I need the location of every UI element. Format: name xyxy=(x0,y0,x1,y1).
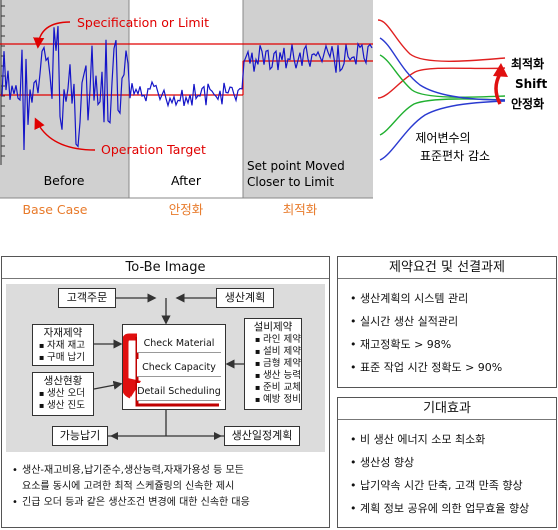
process-control-figure: Specification or Limit Operation Target … xyxy=(0,0,548,217)
equipment-item: 설비 제약 xyxy=(255,346,301,358)
check-capacity: Check Capacity xyxy=(137,359,221,377)
label-before: Before xyxy=(44,173,85,188)
node-customer-order: 고객주문 xyxy=(58,288,116,308)
dist-label-shift: Shift xyxy=(515,77,548,91)
tobe-image-panel: To-Be Image 고객주문 생산계획 자재제약 자재 재고 xyxy=(1,256,330,528)
status-item: 생산 오더 xyxy=(39,388,93,400)
dist-note-1: 제어변수의 xyxy=(415,131,470,145)
node-production-plan: 생산계획 xyxy=(216,288,274,308)
material-item: 자재 재고 xyxy=(39,340,93,352)
tobe-diagram: 고객주문 생산계획 자재제약 자재 재고 구매 납기 생산현황 생산 오더 생산… xyxy=(6,284,325,452)
equipment-item: 생산 능력 xyxy=(255,370,301,382)
equipment-item: 준비 교체 xyxy=(255,382,301,394)
optimal-distribution-curve xyxy=(377,19,506,62)
effect-item: 생산성 향상 xyxy=(348,451,529,474)
requirements-list: 생산계획의 시스템 관리 실시간 생산 실적관리 재고정확도 > 98% 표준 … xyxy=(348,287,502,379)
label-moved-1: Set point Moved xyxy=(247,159,345,173)
node-available-date: 가능납기 xyxy=(52,426,108,446)
material-constraint-title: 자재제약 xyxy=(43,327,83,339)
effect-item: 납기약속 시간 단축, 고객 만족 향상 xyxy=(348,474,529,497)
expected-effects-panel: 기대효과 비 생산 에너지 소모 최소화 생산성 향상 납기약속 시간 단축, … xyxy=(337,397,557,528)
moved-panel xyxy=(243,0,373,198)
shift-arrow-icon xyxy=(493,63,508,77)
production-status-title: 생산현황 xyxy=(43,375,83,387)
base-distribution-curve xyxy=(379,37,506,101)
y-axis-ticks xyxy=(1,5,5,157)
requirement-item: 실시간 생산 실적관리 xyxy=(348,310,502,333)
equipment-item: 라인 제약 xyxy=(255,334,301,346)
annotation-operation-target: Operation Target xyxy=(101,142,206,157)
equipment-constraint-title: 설비제약 xyxy=(253,321,293,333)
process-signal-line xyxy=(1,26,373,151)
detail-scheduling: Detail Scheduling xyxy=(137,383,221,401)
tobe-title: To-Be Image xyxy=(2,257,329,279)
caption-base-case: Base Case xyxy=(22,202,87,217)
box-equipment-constraint: 설비제약 라인 제약 설비 제약 금형 제약 생산 능력 준비 교체 예방 정비 xyxy=(244,318,302,410)
tobe-note: 긴급 오더 등과 같은 생산조건 변경에 대한 신속한 대응 xyxy=(10,495,326,511)
label-moved-2: Closer to Limit xyxy=(247,175,334,189)
requirements-title: 제약요건 및 선결과제 xyxy=(338,257,556,279)
effect-item: 비 생산 에너지 소모 최소화 xyxy=(348,428,529,451)
requirements-panel: 제약요건 및 선결과제 생산계획의 시스템 관리 실시간 생산 실적관리 재고정… xyxy=(337,256,557,388)
dist-label-stable: 안정화 xyxy=(511,96,544,111)
requirement-item: 생산계획의 시스템 관리 xyxy=(348,287,502,310)
effect-item: 계획 정보 공유에 의한 업무효율 향상 xyxy=(348,497,529,520)
box-production-status: 생산현황 생산 오더 생산 진도 xyxy=(32,372,94,416)
stable-distribution-curve xyxy=(379,54,506,98)
label-after: After xyxy=(171,173,202,188)
status-item: 생산 진도 xyxy=(39,400,93,412)
dist-label-optimal: 최적화 xyxy=(511,56,544,71)
node-production-schedule: 생산일정계획 xyxy=(224,426,300,446)
box-material-constraint: 자재제약 자재 재고 구매 납기 xyxy=(32,324,94,366)
check-material: Check Material xyxy=(137,335,221,353)
effects-title: 기대효과 xyxy=(338,398,556,420)
effects-list: 비 생산 에너지 소모 최소화 생산성 향상 납기약속 시간 단축, 고객 만족… xyxy=(348,428,529,520)
scheduling-engine: Check Material Check Capacity Detail Sch… xyxy=(122,324,226,410)
annotation-spec-limit: Specification or Limit xyxy=(77,15,209,30)
requirement-item: 표준 작업 시간 정확도 > 90% xyxy=(348,356,502,379)
caption-stable: 안정화 xyxy=(169,202,204,217)
material-item: 구매 납기 xyxy=(39,352,93,364)
equipment-item: 금형 제약 xyxy=(255,358,301,370)
caption-optimal: 최적화 xyxy=(283,202,318,217)
tobe-connectors xyxy=(93,293,244,440)
equipment-item: 예방 정비 xyxy=(255,394,301,406)
requirement-item: 재고정확도 > 98% xyxy=(348,333,502,356)
dist-note-2: 표준편차 감소 xyxy=(420,149,490,163)
